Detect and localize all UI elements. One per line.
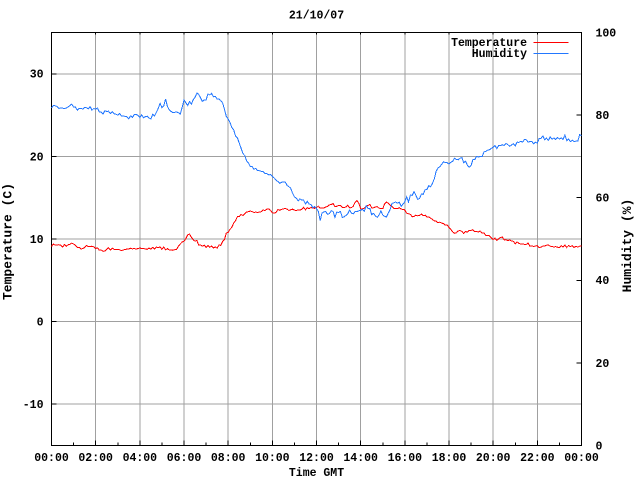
svg-text:20: 20 bbox=[596, 358, 610, 371]
svg-text:Humidity: Humidity bbox=[472, 48, 527, 61]
svg-text:10: 10 bbox=[30, 234, 44, 247]
svg-text:22:00: 22:00 bbox=[520, 452, 555, 465]
svg-text:0: 0 bbox=[596, 440, 603, 453]
svg-text:0: 0 bbox=[37, 317, 44, 330]
svg-text:00:00: 00:00 bbox=[564, 452, 599, 465]
svg-text:Humidity (%): Humidity (%) bbox=[620, 199, 635, 293]
svg-text:100: 100 bbox=[596, 27, 617, 40]
svg-text:Time GMT: Time GMT bbox=[289, 467, 344, 480]
svg-text:00:00: 00:00 bbox=[34, 452, 69, 465]
svg-text:08:00: 08:00 bbox=[211, 452, 246, 465]
svg-text:02:00: 02:00 bbox=[78, 452, 113, 465]
svg-text:30: 30 bbox=[30, 69, 44, 82]
svg-text:Temperature: Temperature bbox=[451, 37, 527, 50]
svg-text:21/10/07: 21/10/07 bbox=[289, 10, 344, 23]
svg-text:12:00: 12:00 bbox=[299, 452, 334, 465]
svg-text:20:00: 20:00 bbox=[476, 452, 511, 465]
svg-text:40: 40 bbox=[596, 275, 610, 288]
svg-text:Temperature (C): Temperature (C) bbox=[1, 183, 16, 300]
svg-text:04:00: 04:00 bbox=[123, 452, 158, 465]
svg-text:10:00: 10:00 bbox=[255, 452, 290, 465]
svg-text:18:00: 18:00 bbox=[432, 452, 467, 465]
svg-text:16:00: 16:00 bbox=[388, 452, 423, 465]
svg-text:06:00: 06:00 bbox=[167, 452, 202, 465]
svg-text:14:00: 14:00 bbox=[343, 452, 378, 465]
svg-text:60: 60 bbox=[596, 193, 610, 206]
svg-text:-10: -10 bbox=[23, 399, 44, 412]
svg-text:80: 80 bbox=[596, 110, 610, 123]
svg-text:20: 20 bbox=[30, 151, 44, 164]
